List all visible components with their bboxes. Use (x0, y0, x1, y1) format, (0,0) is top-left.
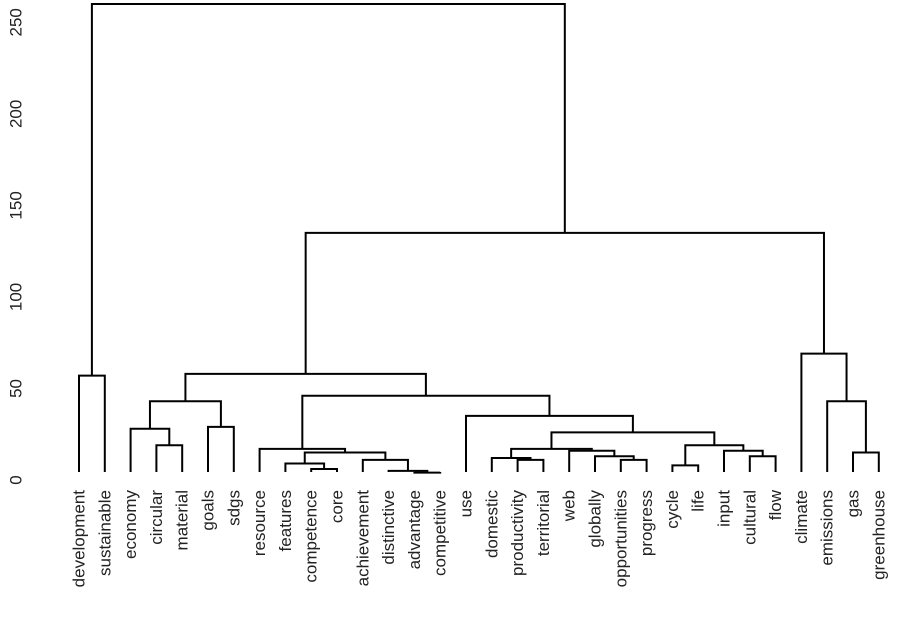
leaf-label: progress (637, 490, 656, 556)
dendrogram-link (258, 447, 347, 472)
leaf-label: advantage (405, 490, 424, 569)
dendrogram-link (301, 394, 551, 449)
dendrogram-link (207, 425, 235, 472)
dendrogram-link (510, 447, 593, 459)
leaf-label: development (69, 490, 88, 588)
y-tick-label: 150 (6, 191, 25, 219)
dendrogram-link (90, 3, 566, 376)
dendrogram-link (413, 471, 442, 474)
y-tick-label: 100 (6, 283, 25, 311)
leaf-label: life (689, 490, 708, 512)
dendrogram-link (550, 431, 716, 449)
dendrogram-link (304, 231, 825, 374)
leaf-label: sdgs (224, 490, 243, 526)
y-tick-label: 200 (6, 100, 25, 128)
leaf-label: domestic (482, 490, 501, 559)
leaf-label: opportunities (611, 490, 630, 587)
dendrogram-link (852, 451, 880, 472)
dendrogram-link (78, 374, 106, 472)
y-tick-label: 0 (6, 475, 25, 484)
leaf-label: gas (843, 490, 862, 517)
leaf-label: cultural (740, 490, 759, 545)
dendrogram-link (568, 449, 616, 472)
dendrogram-link (684, 444, 745, 466)
leaf-label: material (173, 490, 192, 550)
dendrogram-link (184, 372, 427, 402)
leaf-label: competitive (431, 490, 450, 576)
dendrogram-link (490, 457, 532, 472)
leaf-label: achievement (353, 490, 372, 587)
dendrogram-link (155, 444, 184, 472)
dendrogram-link (516, 458, 545, 472)
leaf-label: resource (250, 490, 269, 556)
leaf-label: productivity (508, 490, 527, 576)
leaf-label: competence (302, 490, 321, 583)
dendrogram-link (800, 352, 848, 472)
leaf-label: cycle (663, 490, 682, 529)
leaf-label: web (560, 490, 579, 522)
leaf-label: input (714, 490, 733, 527)
dendrogram-link (361, 458, 409, 472)
y-tick-label: 50 (6, 379, 25, 398)
leaf-label: globally (585, 490, 604, 548)
dendrogram-link (303, 451, 387, 464)
dendrogram-link (671, 464, 700, 472)
leaf-label: territorial (534, 490, 553, 556)
dendrogram-link (826, 400, 867, 472)
leaf-label: emissions (818, 490, 837, 566)
dendrogram-link (594, 455, 635, 472)
leaf-label: sustainable (95, 490, 114, 576)
leaf-label: goals (198, 490, 217, 531)
y-tick-label: 250 (6, 8, 25, 36)
dendrogram-link (129, 427, 171, 472)
leaf-label: economy (121, 490, 140, 559)
dendrogram-link (748, 455, 777, 472)
dendrogram-link (723, 449, 764, 472)
leaf-label: circular (147, 490, 166, 545)
dendrogram-link (310, 468, 338, 472)
dendrogram-link (619, 458, 648, 472)
leaf-label: flow (766, 489, 785, 520)
leaf-label: climate (792, 490, 811, 544)
dendrogram-link (284, 462, 326, 472)
leaf-label: greenhouse (869, 490, 888, 580)
leaf-label: core (327, 490, 346, 523)
leaf-label: distinctive (379, 490, 398, 565)
leaf-label: features (276, 490, 295, 551)
dendrogram-link (148, 400, 222, 429)
leaf-label: use (456, 490, 475, 517)
